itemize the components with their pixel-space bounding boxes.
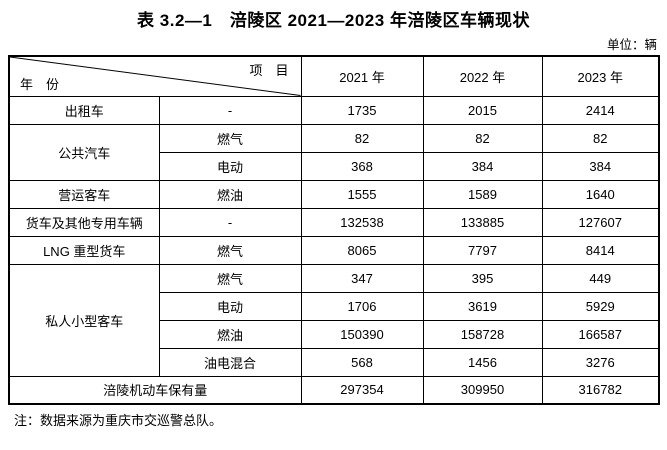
value-cell: 384 (541, 151, 660, 181)
value-cell: 1706 (300, 291, 424, 321)
corner-label-year: 年 份 (20, 76, 60, 92)
fuel-cell: 电动 (158, 291, 302, 321)
unit-label: 单位：辆 (606, 38, 657, 52)
row-label-total: 涪陵机动车保有量 (8, 375, 302, 405)
table-row-bus-gas: 公共汽车 燃气 82 82 82 (8, 123, 660, 181)
value-cell: 568 (300, 347, 424, 377)
table-row-private-car-hybrid: 油电混合 568 1456 3276 (9, 347, 660, 377)
corner-label-item: 项 目 (249, 63, 289, 78)
value-cell: 1735 (300, 95, 424, 125)
value-cell: 2414 (541, 95, 660, 125)
table-header-row: 项 目 年 份 2021 年 2022 年 2023 年 (8, 55, 660, 97)
table-row-lng-heavy-truck: LNG 重型货车 燃气 8065 7797 8414 (8, 235, 660, 265)
value-cell: 8065 (300, 235, 424, 265)
table-row-private-car-fuel: 燃油 150390 158728 166587 (9, 319, 660, 349)
value-cell: 2015 (422, 95, 543, 125)
value-cell: 150390 (300, 319, 424, 349)
year-header-2021: 2021 年 (300, 55, 424, 97)
fuel-cell: 燃气 (158, 263, 302, 293)
row-label-commercial-bus: 营运客车 (8, 179, 160, 209)
value-cell: 3276 (541, 347, 660, 377)
value-cell: 316782 (541, 375, 660, 405)
fuel-cell: 油电混合 (158, 347, 302, 377)
value-cell: 347 (300, 263, 424, 293)
table-row-total: 涪陵机动车保有量 297354 309950 316782 (8, 375, 660, 405)
table-row-commercial-bus: 营运客车 燃油 1555 1589 1640 (8, 179, 660, 209)
fuel-cell: 燃气 (158, 235, 302, 265)
source-note: 注：数据来源为重庆市交巡警总队。 (14, 413, 223, 428)
value-cell: 8414 (541, 235, 660, 265)
row-label-taxi: 出租车 (8, 95, 160, 125)
diagonal-divider (10, 57, 301, 96)
value-cell: 133885 (422, 207, 543, 237)
value-cell: 384 (422, 151, 543, 181)
value-cell: 297354 (300, 375, 424, 405)
vehicle-statistics-table: 项 目 年 份 2021 年 2022 年 2023 年 出租车 - 1735 … (8, 55, 660, 405)
value-cell: 158728 (422, 319, 543, 349)
fuel-cell: - (158, 95, 302, 125)
value-cell: 166587 (541, 319, 660, 349)
value-cell: 82 (300, 123, 424, 153)
value-cell: 1555 (300, 179, 424, 209)
fuel-cell: 燃气 (158, 123, 302, 153)
value-cell: 132538 (300, 207, 424, 237)
value-cell: 368 (300, 151, 424, 181)
table-title: 表 3.2—1 涪陵区 2021—2023 年涪陵区车辆现状 (137, 11, 530, 30)
value-cell: 1456 (422, 347, 543, 377)
value-cell: 3619 (422, 291, 543, 321)
year-header-2023: 2023 年 (541, 55, 660, 97)
row-label-public-bus: 公共汽车 (8, 123, 160, 181)
corner-header-cell: 项 目 年 份 (8, 55, 302, 97)
value-cell: 395 (422, 263, 543, 293)
row-label-lng-heavy-truck: LNG 重型货车 (8, 235, 160, 265)
value-cell: 82 (541, 123, 660, 153)
value-cell: 1640 (541, 179, 660, 209)
year-header-2022: 2022 年 (422, 55, 543, 97)
value-cell: 7797 (422, 235, 543, 265)
value-cell: 1589 (422, 179, 543, 209)
row-label-trucks: 货车及其他专用车辆 (8, 207, 160, 237)
value-cell: 127607 (541, 207, 660, 237)
table-row-trucks: 货车及其他专用车辆 - 132538 133885 127607 (8, 207, 660, 237)
value-cell: 82 (422, 123, 543, 153)
fuel-cell: 燃油 (158, 319, 302, 349)
row-label-private-car: 私人小型客车 (8, 263, 160, 377)
fuel-cell: 电动 (158, 151, 302, 181)
value-cell: 309950 (422, 375, 543, 405)
fuel-cell: 燃油 (158, 179, 302, 209)
table-row-taxi: 出租车 - 1735 2015 2414 (8, 95, 660, 125)
table-row-private-car-gas: 私人小型客车 燃气 347 395 449 (8, 263, 660, 377)
value-cell: 449 (541, 263, 660, 293)
fuel-cell: - (158, 207, 302, 237)
value-cell: 5929 (541, 291, 660, 321)
